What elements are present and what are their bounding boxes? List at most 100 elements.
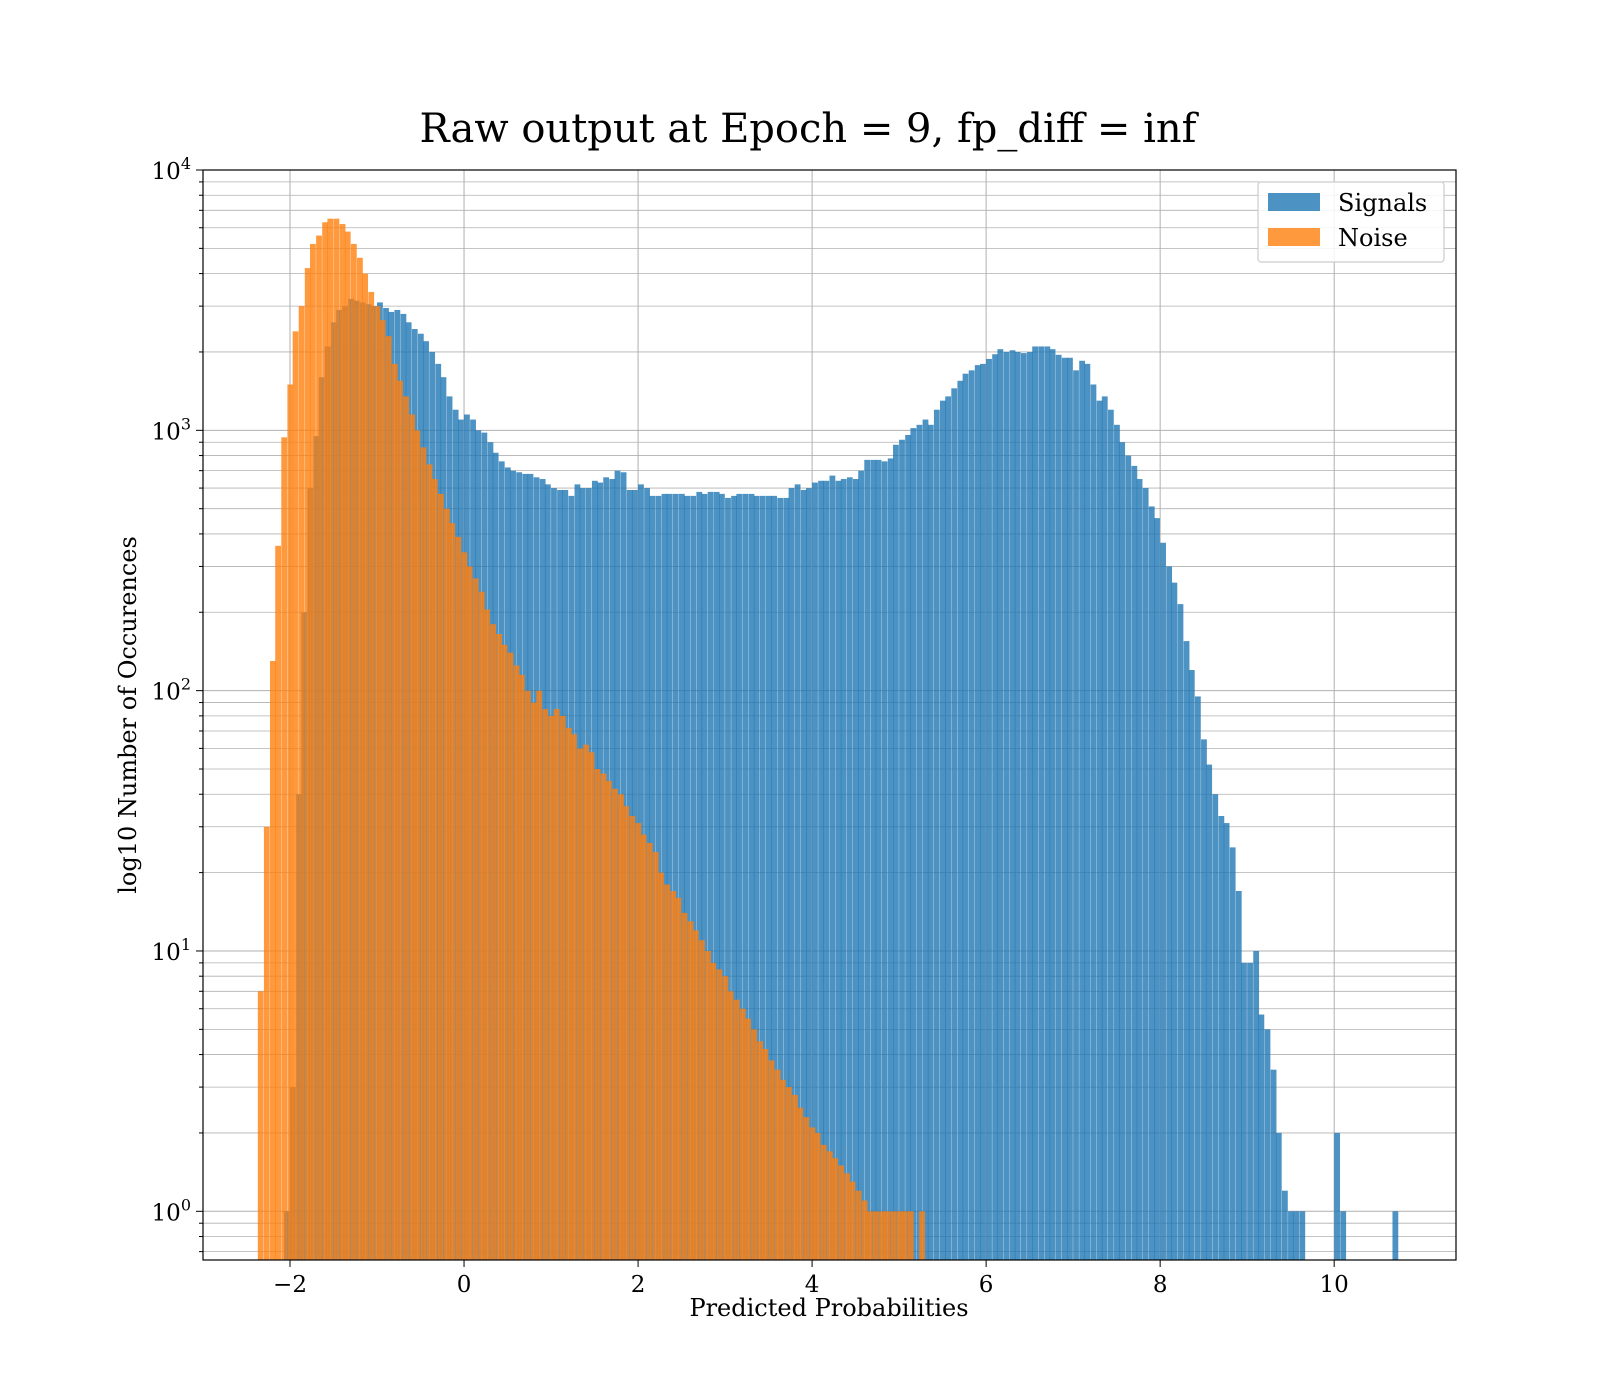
histogram-bar-noise (531, 702, 537, 1260)
histogram-bar-signals (899, 439, 905, 1260)
histogram-bar-signals (812, 482, 818, 1260)
histogram-bar-noise (344, 231, 351, 1260)
histogram-bar-noise (420, 447, 427, 1260)
histogram-bar-signals (1136, 479, 1143, 1261)
histogram-bar-noise (652, 851, 659, 1260)
histogram-bar-noise (310, 243, 316, 1260)
histogram-bar-signals (1201, 739, 1207, 1260)
histogram-bar-signals (1188, 670, 1195, 1260)
histogram-bar-noise (605, 780, 612, 1260)
histogram-bar-noise (849, 1181, 856, 1260)
histogram-bar-signals (1049, 349, 1056, 1260)
histogram-bar-signals (1154, 518, 1160, 1260)
histogram-bar-signals (1044, 346, 1051, 1260)
histogram-bar-noise (409, 414, 416, 1261)
histogram-bar-signals (1166, 566, 1173, 1260)
histogram-bar-signals (725, 497, 731, 1261)
histogram-bar-noise (565, 727, 572, 1260)
histogram-bar-signals (783, 497, 790, 1261)
histogram-bar-signals (713, 491, 720, 1260)
histogram-bar-signals (1125, 455, 1132, 1260)
histogram-bar-signals (1258, 1014, 1265, 1260)
histogram-bar-signals (887, 458, 894, 1261)
histogram-bar-signals (707, 491, 714, 1260)
histogram-bar-noise (385, 336, 392, 1260)
histogram-bar-signals (840, 479, 847, 1261)
histogram-bar-signals (980, 363, 986, 1260)
histogram-bar-noise (431, 479, 438, 1261)
y-tick-label: 101 (152, 935, 191, 966)
histogram-bar-noise (461, 552, 468, 1260)
histogram-bar-signals (1142, 488, 1149, 1261)
histogram-bar-noise (496, 634, 503, 1260)
histogram-bar-noise (792, 1094, 798, 1260)
histogram-bar-noise (577, 748, 583, 1260)
histogram-bar-signals (1171, 582, 1178, 1260)
histogram-bar-signals (800, 489, 807, 1261)
histogram-bar-signals (1183, 641, 1190, 1260)
histogram-bar-noise (826, 1151, 833, 1260)
histogram-bar-signals (881, 461, 888, 1260)
histogram-bar-signals (992, 354, 999, 1260)
histogram-bar-signals (1020, 353, 1027, 1260)
histogram-bar-noise (275, 545, 282, 1260)
histogram-bar-signals (1194, 696, 1201, 1260)
bars-layer (257, 218, 1399, 1261)
histogram-bar-signals (1061, 357, 1068, 1260)
histogram-bar-noise (257, 991, 264, 1260)
histogram-bar-noise (397, 380, 403, 1260)
histogram-bar-signals (986, 358, 992, 1260)
histogram-bar-noise (681, 912, 688, 1260)
histogram-bar-signals (1281, 1190, 1288, 1260)
x-tick-label: 2 (631, 1272, 646, 1298)
histogram-bar-noise (838, 1165, 845, 1260)
histogram-bar-signals (771, 495, 778, 1260)
histogram-bar-signals (1148, 506, 1155, 1260)
histogram-bar-signals (678, 493, 685, 1261)
histogram-bar-noise (270, 660, 276, 1260)
histogram-bar-noise (263, 826, 270, 1260)
histogram-bar-noise (490, 624, 496, 1260)
histogram-bar-noise (745, 1018, 751, 1260)
histogram-bar-noise (281, 437, 288, 1260)
y-tick-label: 103 (152, 414, 191, 445)
plot-frame (202, 169, 1457, 1261)
histogram-bar-signals (748, 493, 755, 1261)
chart-title: Raw output at Epoch = 9, fp_diff = inf (420, 106, 1200, 152)
histogram-bar-noise (635, 823, 642, 1260)
histogram-bar-noise (739, 1008, 746, 1260)
histogram-bar-noise (322, 222, 329, 1260)
histogram-bar-noise (478, 591, 485, 1260)
histogram-bar-noise (919, 1211, 925, 1260)
histogram-bar-noise (304, 268, 311, 1260)
histogram-bar-signals (742, 493, 749, 1261)
legend: Signals Noise (1257, 181, 1445, 263)
histogram-bar-signals (1101, 396, 1108, 1261)
histogram-bar-noise (455, 536, 462, 1260)
histogram-bar-noise (287, 384, 294, 1260)
legend-swatch-signals (1268, 193, 1320, 211)
histogram-bar-noise (583, 744, 590, 1260)
histogram-bar-signals (1032, 346, 1039, 1260)
histogram-bar-noise (327, 218, 334, 1261)
histogram-bar-signals (974, 365, 981, 1261)
histogram-bar-noise (896, 1211, 903, 1260)
histogram-bar-signals (962, 373, 969, 1260)
histogram-bar-signals (806, 488, 812, 1261)
histogram-bar-signals (1229, 847, 1236, 1260)
histogram-bar-signals (997, 349, 1004, 1260)
histogram-bar-noise (710, 962, 717, 1260)
histogram-bar-signals (945, 396, 952, 1261)
histogram-bar-signals (1003, 351, 1010, 1260)
histogram-bar-signals (1334, 1132, 1340, 1260)
histogram-bar-noise (518, 674, 525, 1260)
histogram-bar-noise (472, 578, 479, 1260)
histogram-bar-signals (794, 484, 801, 1261)
histogram-bar-noise (466, 566, 473, 1260)
histogram-bar-noise (339, 224, 346, 1261)
histogram-bar-signals (696, 491, 703, 1260)
histogram-bar-noise (779, 1079, 786, 1260)
histogram-bar-signals (910, 428, 917, 1261)
histogram-bar-signals (718, 493, 725, 1261)
histogram-bar-signals (1038, 346, 1045, 1260)
